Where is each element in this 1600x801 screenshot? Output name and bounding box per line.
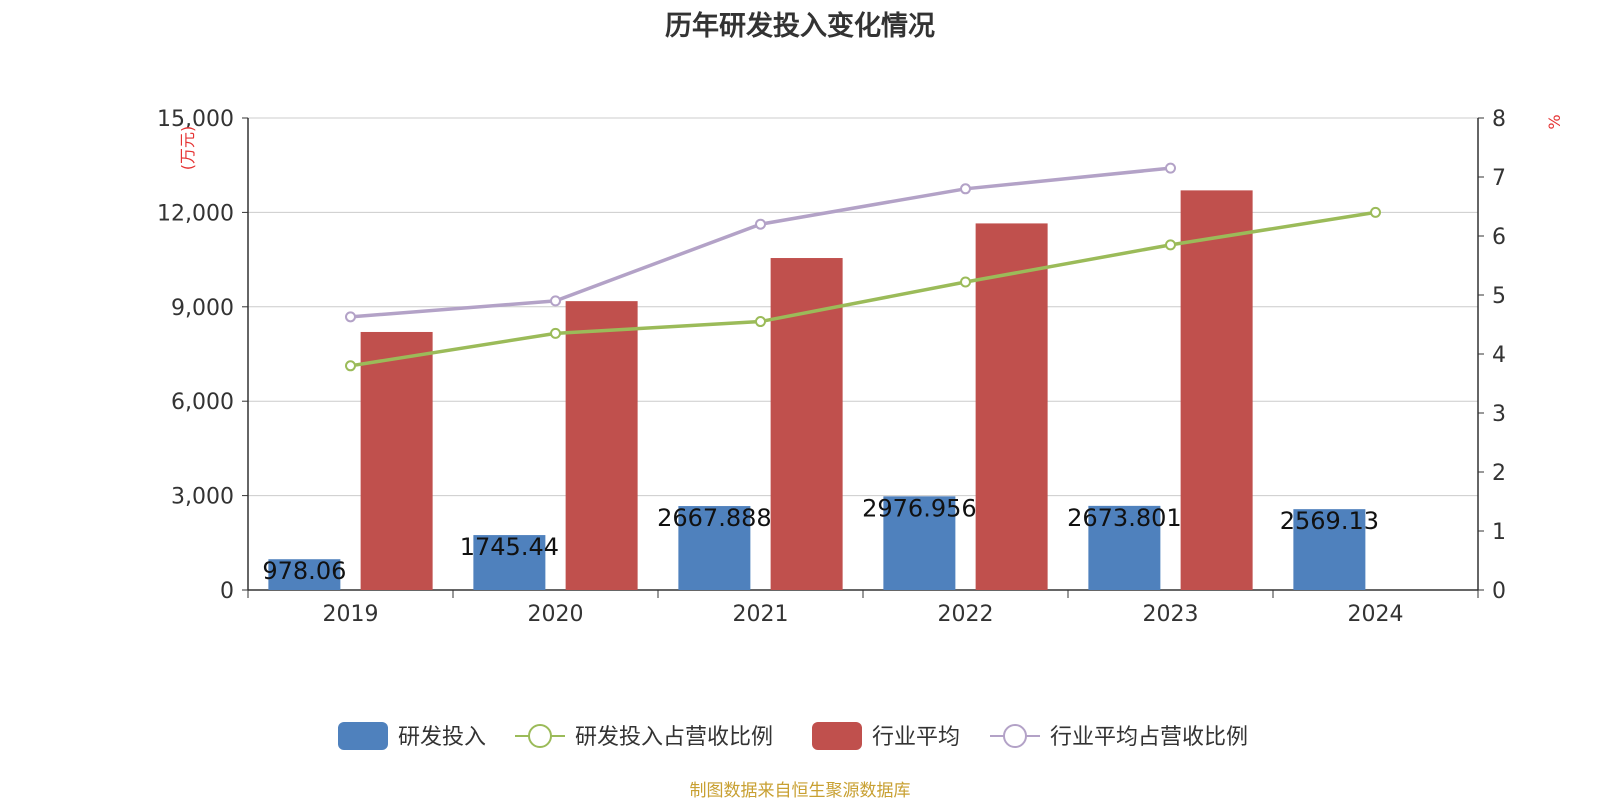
y-right-tick-label: 1 (1492, 520, 1506, 545)
y-right-tick-label: 3 (1492, 402, 1506, 427)
y-left-unit-label: (万元) (178, 126, 197, 171)
data-label: 1745.44 (460, 533, 559, 561)
x-tick-label: 2020 (528, 602, 584, 627)
y-left-tick-label: 6,000 (171, 390, 234, 415)
bar (883, 496, 956, 590)
y-left-tick-label: 15,000 (157, 107, 234, 132)
x-tick-label: 2023 (1143, 602, 1199, 627)
y-right-tick-label: 4 (1492, 343, 1506, 368)
line-point (755, 218, 766, 230)
legend-swatch (338, 722, 388, 750)
y-right-tick-label: 7 (1492, 166, 1506, 191)
y-right-tick-label: 0 (1492, 579, 1506, 604)
bar (1293, 509, 1366, 590)
y-right-tick-label: 5 (1492, 284, 1506, 309)
bar (1088, 505, 1161, 590)
bar (360, 331, 433, 590)
bar (565, 301, 638, 590)
y-right-unit-label: % (1545, 114, 1564, 129)
line-point (960, 276, 971, 288)
chart-title: 历年研发投入变化情况 (665, 11, 935, 42)
bar (678, 506, 751, 590)
line-point (345, 360, 356, 372)
x-tick-label: 2024 (1348, 602, 1404, 627)
x-tick-label: 2021 (733, 602, 789, 627)
line-point (1165, 239, 1176, 251)
line-point (345, 311, 356, 323)
data-label: 2667.888 (657, 504, 772, 532)
bar (473, 535, 546, 590)
legend-label: 研发投入 (398, 725, 486, 750)
y-right-tick-label: 2 (1492, 461, 1506, 486)
line-point (1165, 162, 1176, 174)
legend-marker (528, 724, 552, 748)
legend-label: 行业平均占营收比例 (1050, 725, 1248, 750)
data-label: 2976.956 (862, 494, 977, 522)
legend-marker (1003, 724, 1027, 748)
data-label: 2673.801 (1067, 504, 1182, 532)
y-left-tick-label: 3,000 (171, 485, 234, 510)
x-tick-label: 2019 (323, 602, 379, 627)
y-right-tick-label: 8 (1492, 107, 1506, 132)
source-note: 制图数据来自恒生聚源数据库 (689, 781, 911, 801)
y-right-tick-label: 6 (1492, 225, 1506, 250)
bar (268, 559, 341, 590)
series-line (350, 210, 1376, 368)
data-label: 2569.13 (1280, 507, 1379, 535)
line-point (755, 316, 766, 328)
data-label: 978.06 (262, 557, 346, 585)
y-left-tick-label: 9,000 (171, 296, 234, 321)
line-point (960, 183, 971, 195)
line-point (550, 327, 561, 339)
legend-label: 行业平均 (872, 725, 960, 750)
x-tick-label: 2022 (938, 602, 994, 627)
y-left-tick-label: 12,000 (157, 201, 234, 226)
line-point (550, 295, 561, 307)
legend-label: 研发投入占营收比例 (575, 725, 773, 750)
line-point (1370, 206, 1381, 218)
legend-swatch (812, 722, 862, 750)
bar (975, 223, 1048, 590)
y-left-tick-label: 0 (220, 579, 234, 604)
bar (1180, 190, 1253, 590)
